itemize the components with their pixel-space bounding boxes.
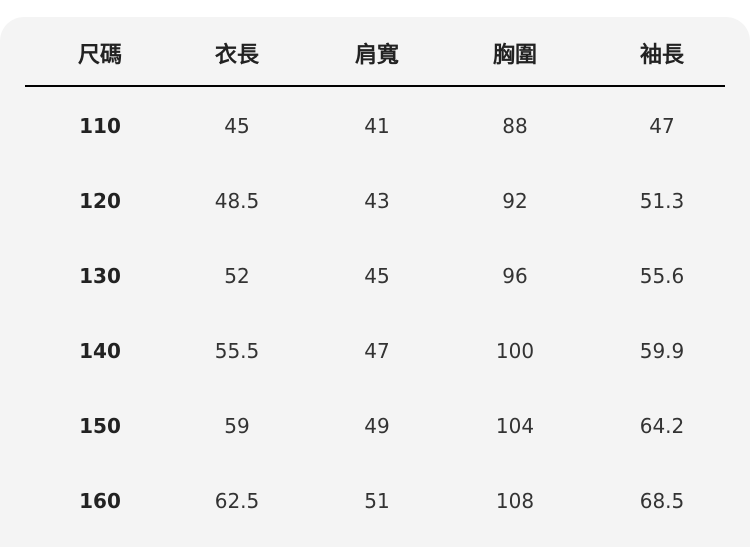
table-cell: 45 [224,114,250,138]
table-cell: 51.3 [639,189,685,213]
size-label: 120 [79,189,121,213]
table-cell: 55.6 [639,264,685,288]
table-cell: 64.2 [639,414,685,438]
table-cell: 43 [364,189,390,213]
table-cell: 59 [224,414,250,438]
header-divider [25,85,725,87]
table-cell: 92 [502,189,528,213]
table-cell: 55.5 [214,339,260,363]
table-cell: 96 [502,264,528,288]
table-cell: 51 [364,489,390,513]
table-cell: 108 [495,489,535,513]
column-header: 胸圍 [492,43,538,68]
table-cell: 48.5 [214,189,260,213]
table-cell: 59.9 [639,339,685,363]
table-cell: 41 [364,114,390,138]
table-cell: 100 [495,339,535,363]
table-cell: 47 [649,114,675,138]
table-cell: 62.5 [214,489,260,513]
table-cell: 52 [224,264,250,288]
table-cell: 104 [495,414,535,438]
size-label: 150 [79,414,121,438]
size-label: 140 [79,339,121,363]
table-cell: 45 [364,264,390,288]
table-cell: 49 [364,414,390,438]
column-header: 袖長 [639,43,685,68]
size-chart-table: 尺碼 衣長 肩寬 胸圍 袖長 110 45 41 88 47 120 48.5 43 92 51.3 130 5… [0,17,750,547]
column-header: 肩寬 [354,43,400,68]
size-label: 110 [79,114,121,138]
column-header: 尺碼 [77,43,123,68]
table-cell: 88 [502,114,528,138]
column-header: 衣長 [214,43,260,68]
size-label: 130 [79,264,121,288]
size-label: 160 [79,489,121,513]
table-cell: 47 [364,339,390,363]
table-cell: 68.5 [639,489,685,513]
